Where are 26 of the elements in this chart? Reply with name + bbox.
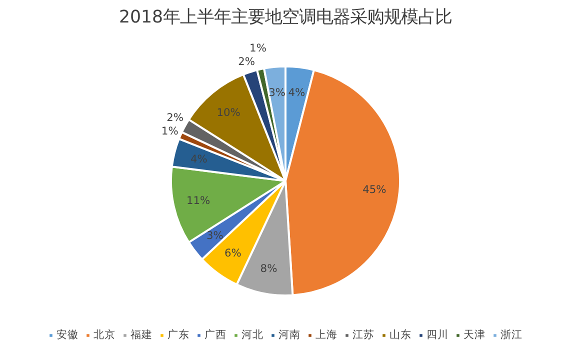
data-label: 11%: [186, 194, 210, 207]
legend-label: 河南: [278, 328, 300, 342]
data-label: 8%: [260, 262, 278, 275]
data-label: 4%: [190, 152, 208, 166]
data-label: 1%: [161, 124, 178, 138]
data-label: 6%: [224, 246, 242, 260]
legend-label: 四川: [426, 328, 448, 342]
data-label: 1%: [250, 41, 266, 54]
data-label: 4%: [288, 86, 306, 100]
legend-label: 浙江: [500, 328, 522, 342]
legend-label: 广西: [204, 328, 226, 342]
data-label: 10%: [216, 106, 240, 119]
legend-label: 广东: [168, 328, 190, 342]
legend-label: 上海: [316, 328, 338, 342]
legend-label: 福建: [130, 328, 152, 342]
legend-label: 山东: [390, 328, 412, 342]
legend-label: 天津: [464, 328, 486, 342]
data-label: 2%: [166, 110, 184, 124]
data-label: 45%: [362, 182, 386, 196]
legend-label: 安徽: [56, 328, 78, 342]
chart-title: 2018年上半年主要地空调电器采购规模占比: [118, 8, 452, 28]
legend-label: 江苏: [352, 328, 374, 342]
legend-label: 北京: [94, 328, 116, 342]
data-label: 2%: [238, 54, 256, 68]
data-label: 3%: [206, 229, 224, 242]
legend-label: 河北: [242, 328, 264, 342]
